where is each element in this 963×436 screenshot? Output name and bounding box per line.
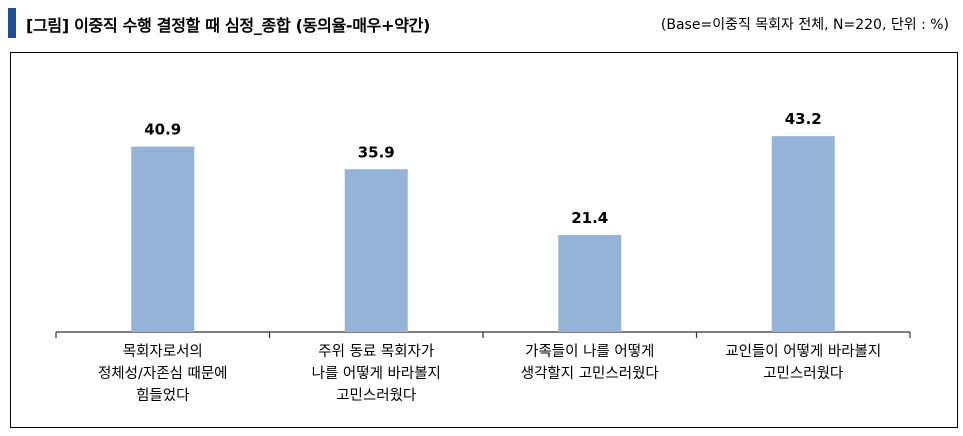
category-label-2-line-2: 나를 어떻게 바라볼지	[312, 365, 441, 382]
category-label-4-line-2: 고민스러웠다	[763, 365, 843, 382]
category-label-4-line-1: 교인들이 어떻게 바라볼지	[725, 343, 881, 360]
category-label-3-line-2: 생각할지 고민스러웠다	[521, 365, 659, 382]
chart-title: [그림] 이중직 수행 결정할 때 심정_종합 (동의율-매우+약간)	[26, 16, 431, 35]
category-label-3-line-1: 가족들이 나를 어떻게	[525, 343, 654, 360]
category-label-2-line-1: 주위 동료 목회자가	[318, 343, 434, 360]
bar-4	[771, 136, 835, 332]
category-label-1-line-2: 정체성/자존심 때문에	[98, 365, 228, 382]
chart-frame	[10, 52, 958, 428]
category-label-2-line-3: 고민스러웠다	[336, 387, 416, 404]
base-note: (Base=이중직 목회자 전체, N=220, 단위 : %)	[660, 17, 949, 33]
value-label-1: 40.9	[144, 121, 181, 139]
bar-2	[344, 169, 408, 332]
bar-1	[131, 146, 195, 332]
title-accent-bar	[8, 8, 16, 38]
category-label-1-line-3: 힘들었다	[136, 387, 189, 404]
category-label-1-line-1: 목회자로서의	[123, 343, 203, 360]
value-label-4: 43.2	[785, 110, 822, 128]
bar-3	[558, 234, 622, 332]
value-label-2: 35.9	[358, 143, 395, 161]
value-label-3: 21.4	[571, 209, 608, 227]
